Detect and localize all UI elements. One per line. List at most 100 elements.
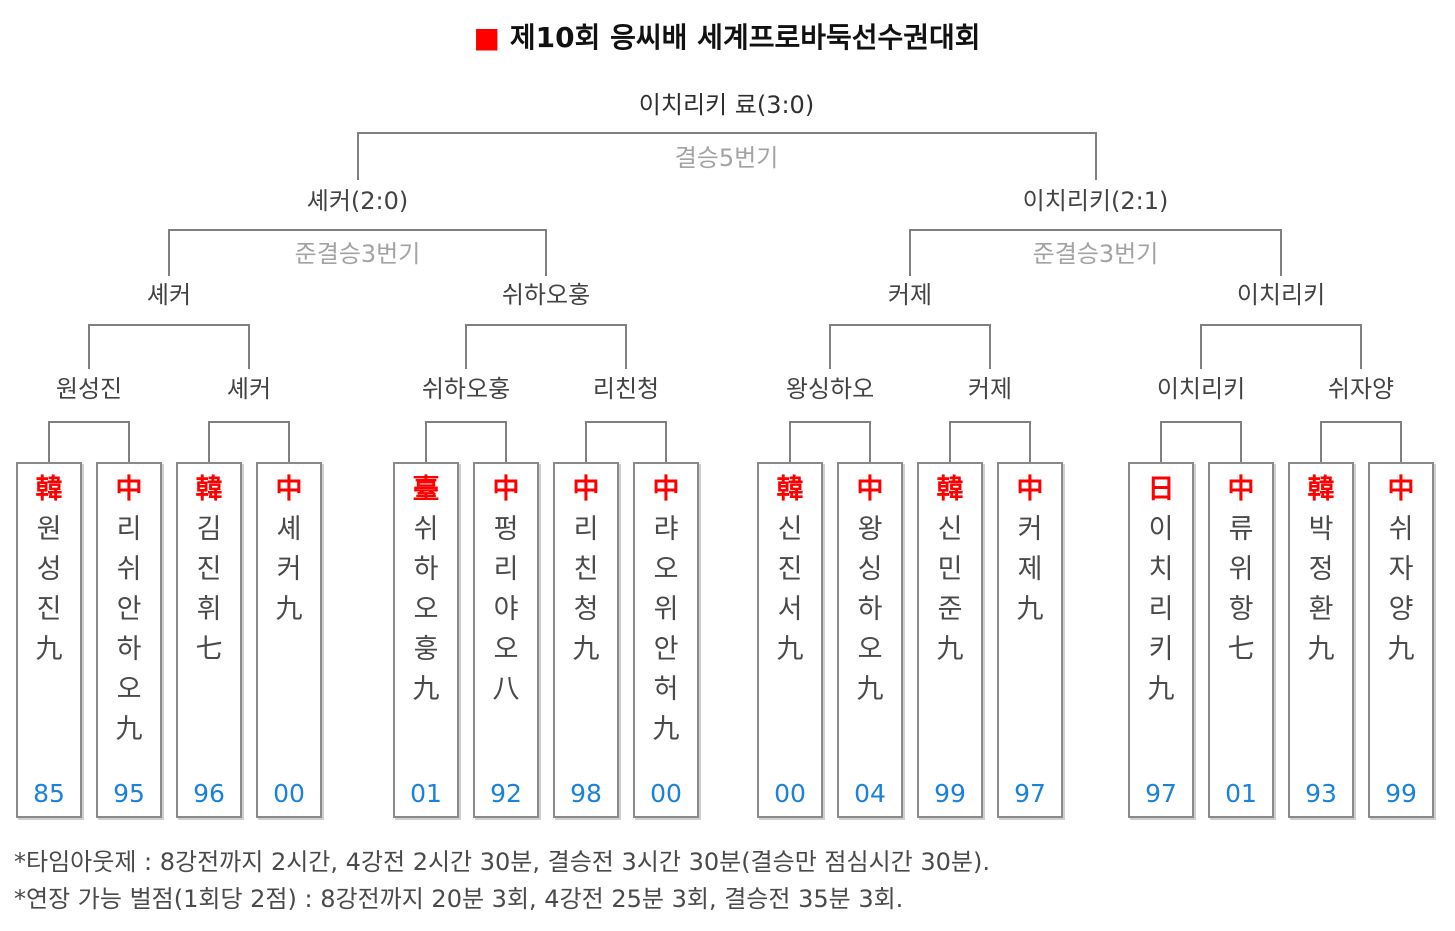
- nationality-label: 中: [572, 474, 600, 505]
- player-name-char: 박: [1308, 514, 1334, 545]
- semifinal-connector-right: [909, 229, 1282, 276]
- player-name-char: 진: [777, 554, 803, 585]
- player-name-char: 오: [857, 634, 883, 665]
- player-name-char: 진: [196, 554, 222, 585]
- player-box: 韓 원 성 진 九 85: [16, 462, 82, 818]
- birth-year-label: 98: [570, 779, 602, 808]
- birth-year-label: 97: [1014, 779, 1046, 808]
- player-name-char: 진: [36, 594, 62, 625]
- birth-year-label: 01: [1225, 779, 1257, 808]
- birth-year-label: 96: [193, 779, 225, 808]
- player-name-char: 오: [493, 634, 519, 665]
- nationality-label: 中: [1387, 474, 1415, 505]
- round16-winner-label: 쉬자양: [1327, 375, 1395, 403]
- player-name-char: 쉬: [116, 554, 142, 585]
- semifinal-series-label: 준결승3번기: [1032, 240, 1159, 268]
- round16-connector: [789, 421, 871, 462]
- birth-year-label: 97: [1145, 779, 1177, 808]
- player-name-char: 셰: [276, 514, 302, 545]
- round16-winner-label: 왕싱하오: [785, 375, 875, 403]
- footnote-penalty: *연장 가능 벌점(1회당 2점) : 8강전까지 20분 3회, 4강전 25…: [14, 885, 904, 913]
- player-box: 中 류 위 항 七 01: [1208, 462, 1274, 818]
- player-box: 中 리 쉬 안 하 오 九 95: [96, 462, 162, 818]
- player-name-char: 민: [937, 554, 963, 585]
- semifinal-winner-label: 셰커(2:0): [306, 187, 409, 215]
- player-name-char: 九: [115, 714, 143, 745]
- nationality-label: 韓: [195, 474, 223, 505]
- final-connector: [357, 132, 1097, 180]
- player-name-char: 훙: [413, 634, 439, 665]
- nationality-label: 日: [1147, 474, 1175, 505]
- player-box: 中 셰 커 九 00: [256, 462, 322, 818]
- player-name-char: 九: [35, 634, 63, 665]
- player-box: 日 이 치 리 키 九 97: [1128, 462, 1194, 818]
- player-name-char: 안: [116, 594, 142, 625]
- nationality-label: 韓: [936, 474, 964, 505]
- quarterfinal-connector: [1200, 324, 1362, 369]
- player-name-char: 쉬: [1388, 514, 1414, 545]
- player-name-char: 위: [1228, 554, 1254, 585]
- player-name-char: 七: [1227, 634, 1255, 665]
- player-name-char: 리: [573, 514, 599, 545]
- round16-connector: [949, 421, 1031, 462]
- round16-connector: [1160, 421, 1242, 462]
- quarterfinal-connector: [829, 324, 991, 369]
- round16-winner-label: 리친청: [592, 375, 660, 403]
- nationality-label: 韓: [35, 474, 63, 505]
- quarterfinal-winner-label: 커제: [887, 281, 933, 309]
- player-name-char: 준: [937, 594, 963, 625]
- player-name-char: 정: [1308, 554, 1334, 585]
- round16-connector: [425, 421, 507, 462]
- player-box: 韓 김 진 휘 七 96: [176, 462, 242, 818]
- player-name-char: 하: [857, 594, 883, 625]
- nationality-label: 中: [652, 474, 680, 505]
- birth-year-label: 85: [33, 779, 65, 808]
- player-name-char: 九: [1147, 674, 1175, 705]
- player-box: 中 리 친 청 九 98: [553, 462, 619, 818]
- nationality-label: 中: [856, 474, 884, 505]
- birth-year-label: 99: [1385, 779, 1417, 808]
- player-name-char: 리: [1148, 594, 1174, 625]
- player-name-char: 커: [1017, 514, 1043, 545]
- player-name-char: 환: [1308, 594, 1334, 625]
- player-name-char: 九: [776, 634, 804, 665]
- player-name-char: 양: [1388, 594, 1414, 625]
- player-name-char: 친: [573, 554, 599, 585]
- player-name-char: 八: [492, 674, 520, 705]
- round16-winner-label: 커제: [967, 375, 1013, 403]
- player-name-char: 자: [1388, 554, 1414, 585]
- player-name-char: 야: [493, 594, 519, 625]
- round16-connector: [208, 421, 290, 462]
- player-name-char: 펑: [493, 514, 519, 545]
- champion-label: 이치리키 료(3:0): [638, 91, 815, 119]
- player-name-char: 성: [36, 554, 62, 585]
- nationality-label: 韓: [1307, 474, 1335, 505]
- round16-connector: [48, 421, 130, 462]
- player-name-char: 九: [275, 594, 303, 625]
- player-name-char: 휘: [196, 594, 222, 625]
- birth-year-label: 99: [934, 779, 966, 808]
- page-title: ■ 제10회 응씨배 세계프로바둑선수권대회: [473, 16, 980, 56]
- player-name-char: 커: [276, 554, 302, 585]
- nationality-label: 中: [115, 474, 143, 505]
- quarterfinal-winner-label: 쉬하오훙: [501, 281, 591, 309]
- round16-winner-label: 셰커: [226, 375, 272, 403]
- player-box: 中 커 제 九 97: [997, 462, 1063, 818]
- player-name-char: 제: [1017, 554, 1043, 585]
- player-name-char: 이: [1148, 514, 1174, 545]
- player-name-char: 위: [653, 594, 679, 625]
- player-name-char: 안: [653, 634, 679, 665]
- page-title-text: 제10회 응씨배 세계프로바둑선수권대회: [509, 21, 981, 54]
- player-box: 韓 신 진 서 九 00: [757, 462, 823, 818]
- player-box: 中 랴 오 위 안 허 九 00: [633, 462, 699, 818]
- birth-year-label: 00: [273, 779, 305, 808]
- player-name-char: 키: [1148, 634, 1174, 665]
- player-name-char: 九: [1307, 634, 1335, 665]
- footnote-timeout: *타임아웃제 : 8강전까지 2시간, 4강전 2시간 30분, 결승전 3시간…: [14, 848, 990, 876]
- player-name-char: 九: [652, 714, 680, 745]
- nationality-label: 中: [1016, 474, 1044, 505]
- birth-year-label: 95: [113, 779, 145, 808]
- quarterfinal-winner-label: 이치리키: [1236, 281, 1326, 309]
- birth-year-label: 93: [1305, 779, 1337, 808]
